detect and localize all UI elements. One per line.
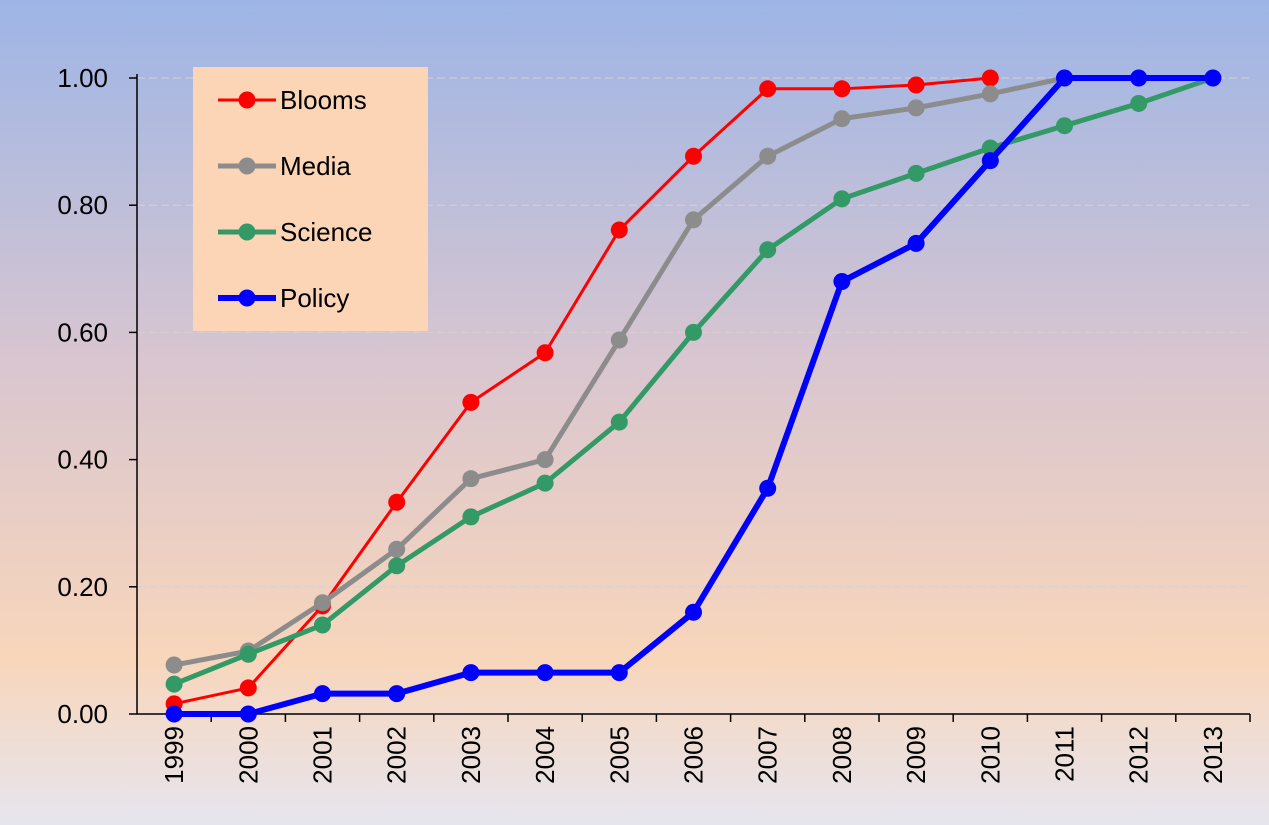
data-point [685,147,702,165]
x-tick-label: 2001 [308,726,338,784]
y-tick-label: 0.60 [57,317,108,347]
x-tick-label: 2009 [901,726,931,784]
data-point [610,331,628,349]
data-point [907,76,925,94]
data-point [907,99,925,117]
x-tick-label: 2011 [1050,726,1080,782]
data-point [388,685,406,703]
y-tick-label: 0.40 [57,445,108,475]
x-tick-label: 2008 [827,726,857,784]
data-point [981,152,999,170]
data-point [536,344,554,362]
data-point [462,393,480,411]
data-point [462,664,480,682]
x-tick-label: 2012 [1124,726,1154,784]
legend-label: Media [280,151,351,181]
data-point [1130,94,1148,112]
data-point [685,603,702,621]
y-tick-label: 0.20 [57,572,108,602]
x-tick-label: 2007 [753,726,783,784]
x-tick-label: 2013 [1198,726,1228,784]
legend-box [193,67,428,331]
data-point [165,656,183,674]
data-point [165,675,183,693]
data-point [759,241,777,259]
data-point [165,705,183,723]
series-line [173,76,991,706]
data-point [833,110,851,128]
data-point [1056,69,1073,87]
data-point [388,540,406,558]
data-point [1056,117,1073,135]
data-point [907,164,925,182]
data-point [759,479,777,497]
y-tick-label: 1.00 [57,63,108,93]
data-point [536,474,554,492]
data-point [239,705,257,723]
data-point [314,616,331,634]
data-point [610,221,628,239]
x-tick-label: 2002 [382,726,412,784]
data-point [1130,69,1148,87]
legend-label: Blooms [280,85,367,115]
data-point [981,85,999,103]
y-tick-label: 0.00 [57,699,108,729]
x-tick-label: 1999 [159,726,189,784]
data-point [314,685,331,703]
data-point [685,211,702,229]
data-point [833,80,851,98]
legend-marker [238,289,256,307]
legend-label: Science [280,217,373,247]
data-point [833,273,851,291]
data-point [388,557,406,575]
data-point [610,413,628,431]
data-point [610,664,628,682]
data-point [462,508,480,526]
y-tick-label: 0.80 [57,190,108,220]
data-point [314,594,331,612]
legend-marker [238,157,256,175]
data-point [981,69,999,87]
x-tick-label: 2005 [604,726,634,784]
data-point [685,323,702,341]
x-tick-label: 2003 [456,726,486,784]
x-tick-label: 2010 [975,726,1005,784]
x-tick-label: 2006 [679,726,709,784]
data-point [239,645,257,663]
data-point [759,147,777,165]
legend-marker [238,223,256,241]
data-point [536,664,554,682]
data-point [907,234,925,252]
x-tick-label: 2000 [233,726,263,784]
legend-label: Policy [280,283,349,313]
data-point [462,470,480,488]
legend-marker [238,91,256,109]
legend: Blooms Media Science Policy [193,67,428,331]
data-point [1204,69,1222,87]
data-point [388,493,406,511]
x-tick-label: 2004 [530,726,560,784]
data-point [833,190,851,208]
data-point [759,80,777,98]
data-point [239,679,257,697]
data-point [536,451,554,469]
